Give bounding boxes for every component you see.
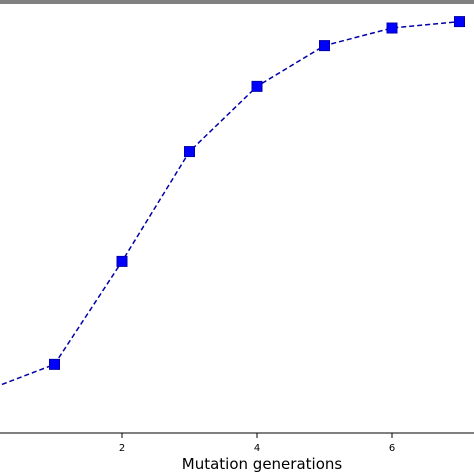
series-layer bbox=[0, 16, 465, 386]
series-line bbox=[0, 20, 460, 386]
data-point-marker bbox=[49, 358, 60, 370]
data-point-marker bbox=[454, 16, 465, 28]
x-tick-label: 2 bbox=[119, 443, 125, 454]
top-border-bar bbox=[0, 0, 474, 4]
x-axis-ticks: 2 4 6 bbox=[119, 433, 395, 454]
x-axis-label: Mutation generations bbox=[182, 455, 343, 473]
data-point-marker bbox=[251, 80, 263, 92]
data-point-marker bbox=[116, 255, 128, 267]
x-tick-label: 6 bbox=[389, 443, 395, 454]
data-point-marker bbox=[184, 146, 195, 158]
data-point-marker bbox=[386, 22, 398, 34]
data-point-marker bbox=[319, 40, 330, 52]
x-tick-label: 4 bbox=[254, 443, 260, 454]
